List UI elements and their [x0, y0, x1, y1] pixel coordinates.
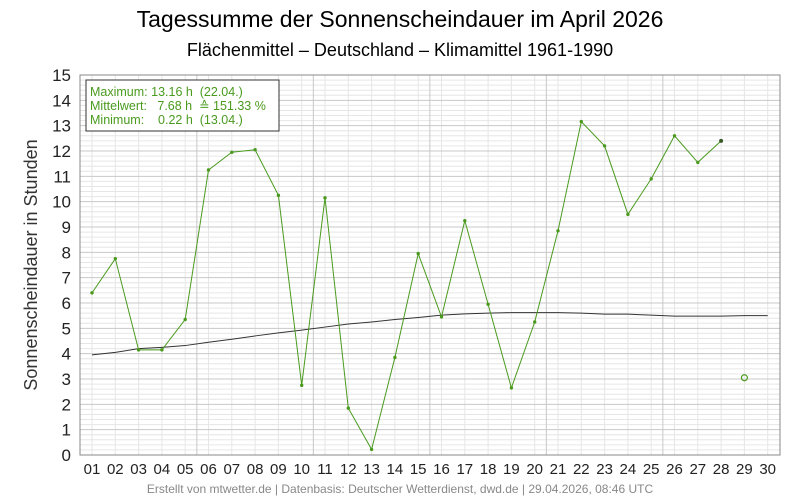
x-tick-label: 28 [713, 461, 730, 478]
footer-credit: Erstellt von mtwetter.de | Datenbasis: D… [147, 482, 654, 496]
sunshine-point [300, 383, 304, 388]
x-tick-label: 05 [177, 461, 194, 478]
x-tick-label: 07 [223, 461, 240, 478]
sunshine-point [113, 256, 118, 261]
x-tick-label: 27 [689, 461, 706, 478]
sunshine-point [183, 317, 187, 322]
x-tick-label: 29 [736, 461, 753, 478]
x-tick-label: 22 [573, 461, 590, 478]
x-tick-label: 24 [620, 461, 637, 478]
x-tick-label: 11 [317, 461, 333, 478]
sunshine-point [556, 229, 560, 233]
stats-max: Maximum: 13.16 h (22.04.) [90, 85, 243, 99]
sunshine-point [509, 386, 514, 390]
forecast-marker [740, 374, 749, 382]
stats-mean: Mittelwert: 7.68 h ≙ 151.33 % [90, 99, 266, 113]
y-tick-label: 5 [62, 319, 71, 338]
sunshine-point [533, 320, 537, 324]
y-tick-label: 4 [62, 345, 71, 364]
x-tick-label: 14 [387, 461, 404, 478]
x-tick-label: 03 [130, 461, 147, 478]
sunshine-point [90, 291, 94, 295]
sunshine-point [602, 144, 607, 148]
x-tick-label: 12 [340, 461, 357, 478]
chart-subtitle: Flächenmittel – Deutschland – Klimamitte… [187, 40, 613, 60]
y-tick-label: 10 [52, 193, 71, 212]
sunshine-last-point [719, 138, 724, 143]
series-layer [90, 119, 768, 452]
x-tick-label: 17 [456, 461, 473, 478]
x-tick-label: 26 [666, 461, 683, 478]
y-tick-label: 0 [62, 446, 71, 465]
x-tick-label: 23 [596, 461, 613, 478]
y-tick-label: 7 [62, 269, 71, 288]
sunshine-point [369, 447, 374, 452]
plot-frame [79, 74, 781, 456]
y-tick-label: 3 [62, 370, 71, 389]
x-tick-label: 21 [550, 461, 567, 478]
y-tick-label: 13 [52, 117, 71, 136]
stats-box: Maximum: 13.16 h (22.04.) Mittelwert: 7.… [85, 79, 280, 132]
grid [80, 74, 780, 456]
sunshine-point [393, 355, 397, 360]
sunshine-point [486, 302, 490, 306]
sunshine-point [323, 196, 327, 200]
sunshine-line [91, 120, 722, 451]
x-tick-label: 20 [526, 461, 543, 478]
sunshine-point [346, 406, 350, 410]
x-tick-label: 01 [84, 461, 101, 478]
y-tick-label: 11 [53, 167, 71, 186]
y-tick-label: 12 [52, 142, 71, 161]
x-tick-label: 18 [480, 461, 497, 478]
x-tick-label: 15 [410, 461, 427, 478]
x-tick-label: 13 [363, 461, 380, 478]
sunshine-point [672, 134, 677, 138]
sunshine-point [463, 218, 467, 223]
sunshine-point [696, 160, 700, 165]
x-tick-label: 30 [759, 461, 776, 478]
y-tick-label: 15 [52, 66, 71, 85]
sunshine-point [649, 177, 653, 181]
y-tick-label: 6 [62, 294, 71, 313]
sunshine-point [206, 168, 211, 172]
y-tick-label: 14 [52, 91, 71, 110]
sunshine-point [230, 150, 234, 154]
climate-mean-line [91, 312, 768, 356]
x-tick-label: 06 [200, 461, 217, 478]
x-tick-label: 09 [270, 461, 287, 478]
stats-min: Minimum: 0.22 h (13.04.) [90, 113, 243, 127]
y-tick-label: 2 [62, 395, 71, 414]
sunshine-point [276, 193, 281, 198]
sunshine-point [579, 119, 583, 124]
x-tick-label: 10 [293, 461, 310, 478]
x-tick-label: 02 [107, 461, 124, 478]
y-tick-label: 9 [62, 218, 71, 237]
y-tick-label: 1 [62, 421, 71, 440]
y-tick-label: 8 [62, 243, 71, 262]
sunshine-point [439, 315, 444, 319]
sunshine-point [136, 348, 141, 352]
sunshine-point [160, 348, 164, 352]
chart-title: Tagessumme der Sonnenscheindauer im Apri… [137, 6, 664, 32]
sunshine-point [416, 251, 420, 256]
sunshine-point [253, 148, 257, 152]
x-tick-label: 04 [154, 461, 171, 478]
x-tick-label: 19 [503, 461, 520, 478]
sunshine-point [626, 212, 630, 217]
y-axis-label: Sonnenscheindauer in Stunden [21, 139, 41, 390]
x-tick-label: 08 [247, 461, 264, 478]
x-tick-label: 25 [643, 461, 660, 478]
x-tick-label: 16 [433, 461, 450, 478]
